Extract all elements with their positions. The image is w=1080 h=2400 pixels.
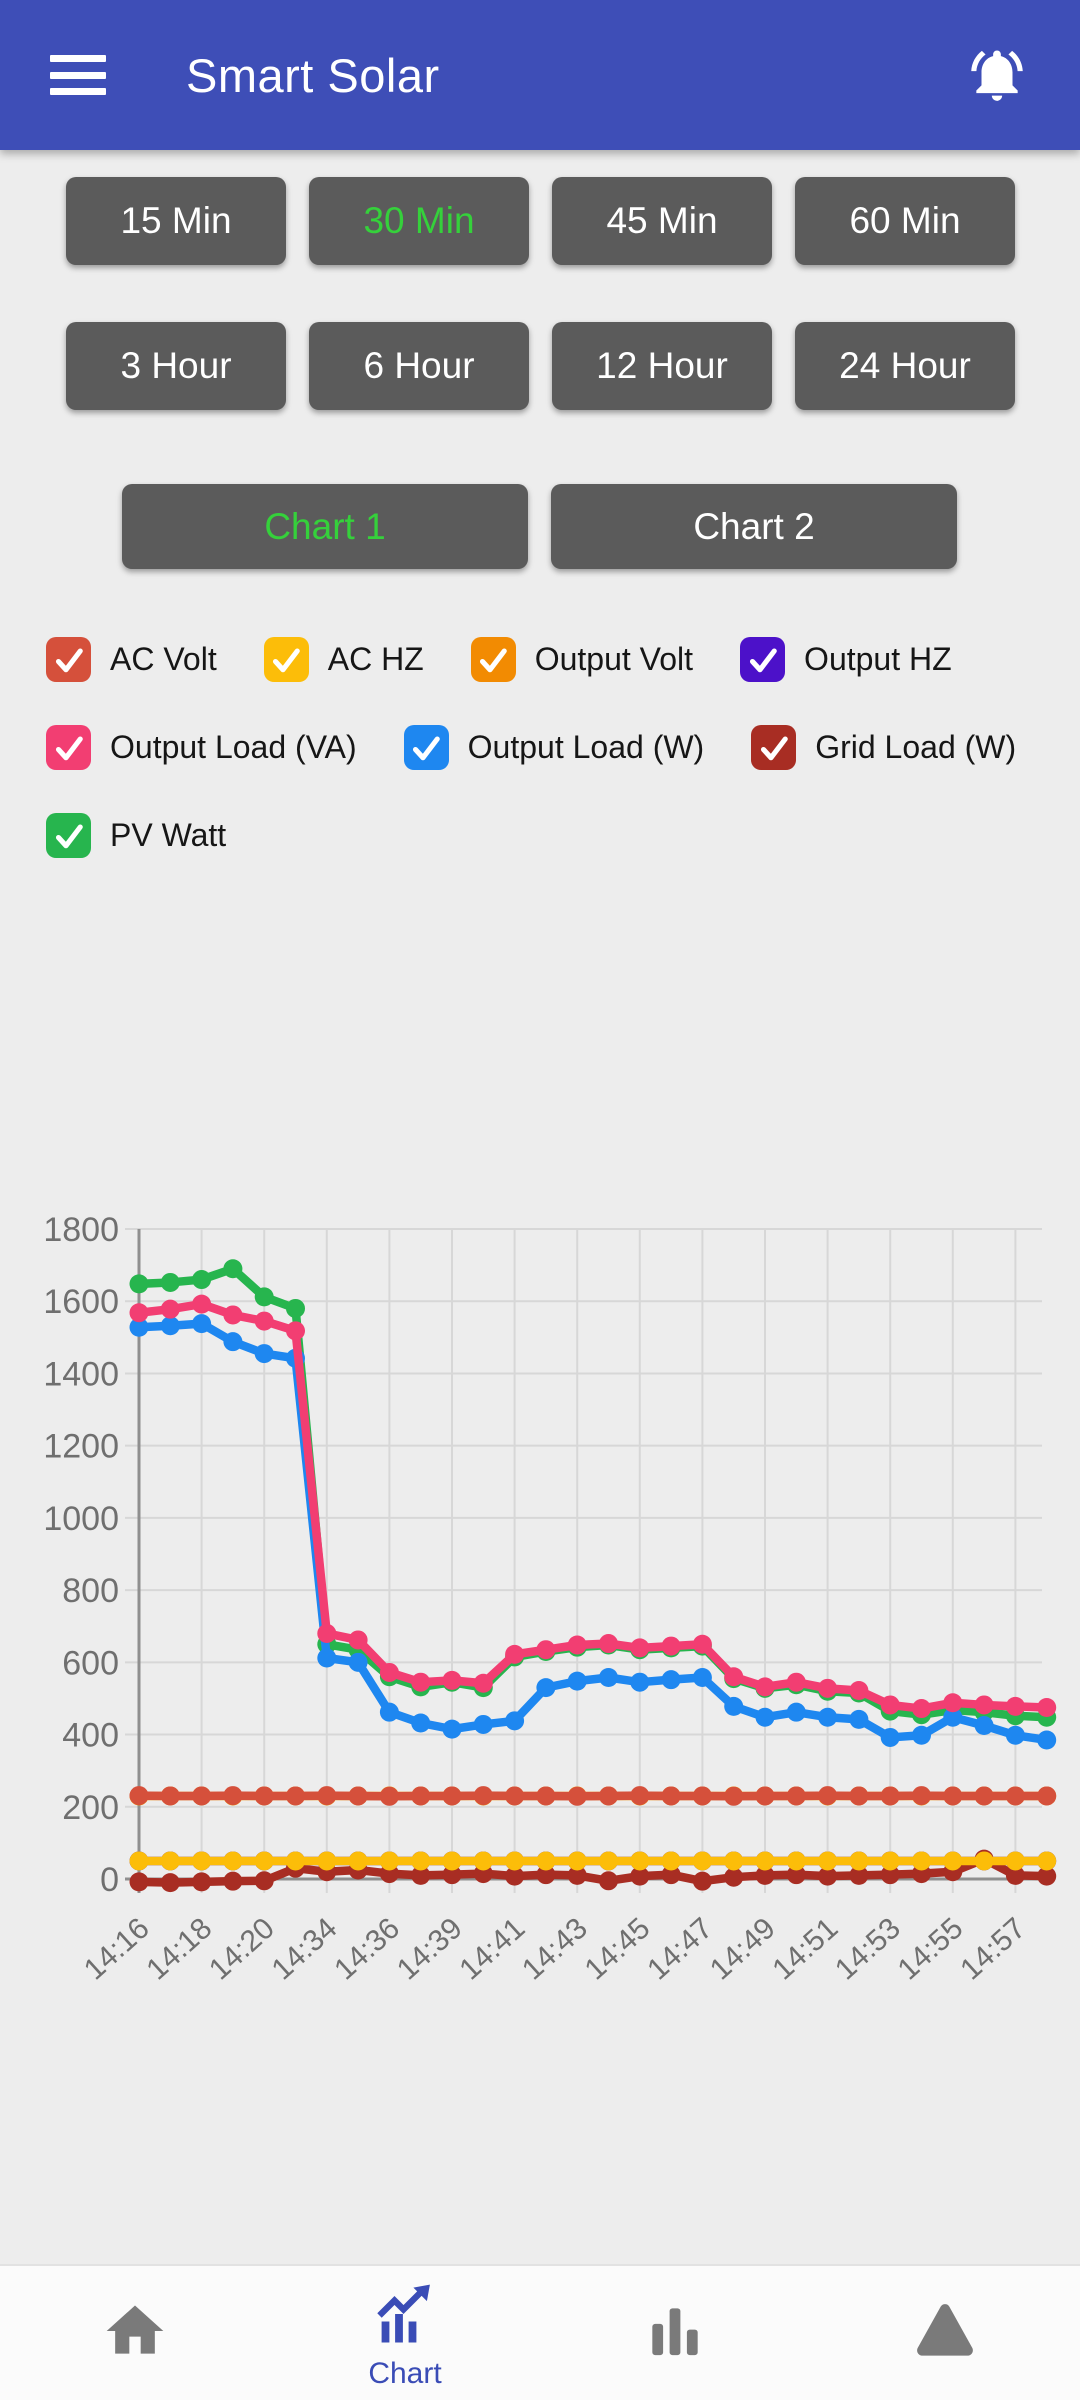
series-checkbox-checked[interactable] <box>751 725 797 770</box>
series-checkbox-checked[interactable] <box>403 725 449 770</box>
svg-text:14:43: 14:43 <box>516 1912 594 1987</box>
nav-item-chart[interactable]: Chart <box>270 2278 540 2389</box>
menu-icon[interactable] <box>50 55 106 95</box>
home-icon <box>101 2297 169 2370</box>
legend-item: AC Volt <box>46 637 217 682</box>
svg-text:400: 400 <box>62 1717 119 1755</box>
legend-label: AC Volt <box>110 641 217 677</box>
time-range-button-60-min[interactable]: 60 Min <box>795 177 1015 265</box>
time-range-button-30-min[interactable]: 30 Min <box>309 177 529 265</box>
legend-row: Output Load (VA) Output Load (W) Grid Load… <box>46 725 1080 770</box>
series-checkbox-checked[interactable] <box>46 813 91 858</box>
time-range-button-3-hour[interactable]: 3 Hour <box>66 322 286 410</box>
legend-label: PV Watt <box>110 817 227 853</box>
chart-tab-row: Chart 1 Chart 2 <box>0 410 1080 569</box>
svg-text:1400: 1400 <box>43 1355 119 1393</box>
series-checkbox-checked[interactable] <box>263 637 309 682</box>
svg-text:1000: 1000 <box>43 1500 119 1538</box>
svg-text:600: 600 <box>62 1644 119 1682</box>
svg-text:200: 200 <box>62 1789 119 1827</box>
legend-label: Output HZ <box>804 641 952 677</box>
series-checkbox-checked[interactable] <box>46 637 91 682</box>
svg-text:14:20: 14:20 <box>203 1912 281 1987</box>
svg-text:14:34: 14:34 <box>266 1912 344 1987</box>
legend-item: Output Volt <box>470 637 694 682</box>
legend-label: Output Volt <box>534 641 694 677</box>
series-checkbox-checked[interactable] <box>46 725 91 770</box>
time-range-button-12-hour[interactable]: 12 Hour <box>552 322 772 410</box>
notifications-bell-icon[interactable] <box>966 44 1028 106</box>
legend-item: Output Load (W) <box>403 725 705 770</box>
time-range-grid: 15 Min 30 Min 45 Min 60 Min 3 Hour 6 Hour 12 H… <box>0 150 1080 410</box>
legend-item: Grid Load (W) <box>751 725 1016 770</box>
chart-icon <box>369 2278 441 2355</box>
svg-text:14:41: 14:41 <box>453 1912 531 1987</box>
nav-item-home[interactable] <box>0 2297 270 2370</box>
svg-text:14:18: 14:18 <box>140 1912 218 1987</box>
svg-text:800: 800 <box>62 1572 119 1610</box>
series-checkbox-checked[interactable] <box>740 637 786 682</box>
time-range-button-24-hour[interactable]: 24 Hour <box>795 322 1015 410</box>
nav-item-warning[interactable] <box>810 2297 1080 2370</box>
tab-chart-2[interactable]: Chart 2 <box>551 484 957 569</box>
legend-label: Grid Load (W) <box>815 729 1017 765</box>
svg-text:14:57: 14:57 <box>954 1912 1032 1987</box>
svg-text:14:39: 14:39 <box>391 1912 469 1987</box>
nav-item-bar-chart[interactable] <box>540 2297 810 2370</box>
time-range-button-45-min[interactable]: 45 Min <box>552 177 772 265</box>
series-legend: AC Volt AC HZ Output Volt Output HZ Output L… <box>0 569 1080 858</box>
page-title: Smart Solar <box>186 48 440 102</box>
svg-text:14:47: 14:47 <box>641 1912 719 1987</box>
legend-label: Output Load (W) <box>467 729 705 765</box>
legend-item: PV Watt <box>46 813 226 858</box>
legend-item: AC HZ <box>263 637 424 682</box>
legend-label: Output Load (VA) <box>110 729 357 765</box>
nav-item-label: Chart <box>368 2356 442 2390</box>
svg-text:14:55: 14:55 <box>892 1912 970 1987</box>
svg-text:1200: 1200 <box>43 1428 119 1466</box>
legend-row: AC Volt AC HZ Output Volt Output HZ <box>46 637 1080 682</box>
line-chart: 0 200 400 600 800 1000 1200 1400 1600 1800 14:16 14… <box>0 1176 1080 2006</box>
app-bar: Smart Solar <box>0 0 1080 150</box>
legend-label: AC HZ <box>327 641 424 677</box>
svg-text:14:45: 14:45 <box>579 1912 657 1987</box>
tab-chart-1[interactable]: Chart 1 <box>122 484 528 569</box>
svg-text:14:49: 14:49 <box>704 1912 782 1987</box>
warning-icon <box>911 2297 979 2370</box>
svg-text:14:36: 14:36 <box>328 1912 406 1987</box>
svg-text:14:53: 14:53 <box>829 1912 907 1987</box>
series-checkbox-checked[interactable] <box>470 637 516 682</box>
svg-text:1800: 1800 <box>43 1211 119 1249</box>
time-range-button-15-min[interactable]: 15 Min <box>66 177 286 265</box>
legend-item: Output HZ <box>740 637 952 682</box>
svg-text:14:51: 14:51 <box>766 1912 844 1987</box>
svg-text:14:16: 14:16 <box>78 1912 156 1987</box>
legend-row: PV Watt <box>46 813 1080 858</box>
bar-chart-icon <box>641 2297 709 2370</box>
svg-text:1600: 1600 <box>43 1283 119 1321</box>
svg-text:0: 0 <box>100 1861 119 1899</box>
legend-item: Output Load (VA) <box>46 725 357 770</box>
bottom-navigation: Chart <box>0 2264 1080 2400</box>
time-range-button-6-hour[interactable]: 6 Hour <box>309 322 529 410</box>
